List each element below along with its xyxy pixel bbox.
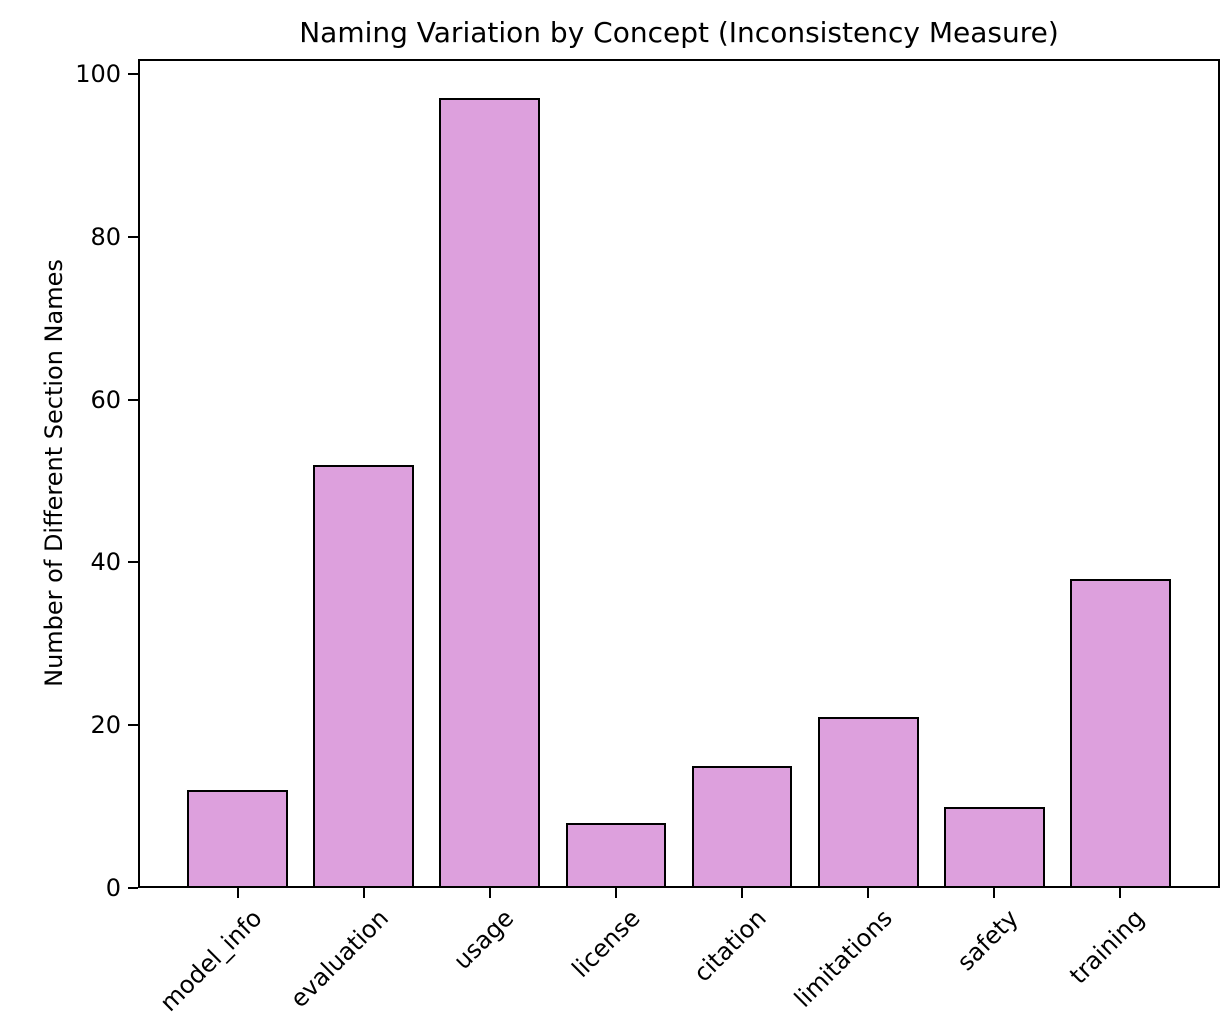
x-tick-label-evaluation: evaluation: [284, 904, 394, 1014]
bar-training: [1069, 578, 1171, 888]
x-tick-label-limitations: limitations: [789, 904, 898, 1013]
y-tick-label: 20: [90, 711, 121, 740]
x-tick-label-usage: usage: [448, 904, 520, 976]
x-tick-mark: [1119, 888, 1122, 898]
y-tick-label: 40: [90, 548, 121, 577]
chart-title: Naming Variation by Concept (Inconsisten…: [299, 16, 1059, 49]
bar-usage: [439, 98, 541, 888]
x-tick-label-license: license: [566, 904, 646, 984]
x-tick-mark: [867, 888, 870, 898]
plot-area: [138, 59, 1220, 888]
y-tick-label: 0: [105, 874, 121, 902]
x-tick-label-citation: citation: [688, 904, 772, 988]
x-tick-label-model_info: model_info: [154, 904, 268, 1017]
y-tick-label: 80: [90, 222, 121, 251]
y-tick-label: 100: [75, 60, 121, 89]
x-tick-mark: [362, 888, 365, 898]
bar-citation: [691, 765, 793, 888]
x-tick-mark: [993, 888, 996, 898]
y-tick-mark: [128, 724, 138, 727]
y-axis-label: Number of Different Section Names: [40, 259, 68, 687]
y-tick-mark: [128, 235, 138, 238]
y-tick-label: 60: [90, 385, 121, 414]
x-tick-mark: [236, 888, 239, 898]
bar-safety: [943, 806, 1045, 888]
bar-license: [565, 822, 667, 888]
x-tick-label-safety: safety: [951, 904, 1025, 977]
x-tick-mark: [488, 888, 491, 898]
y-tick-mark: [128, 398, 138, 401]
x-tick-label-training: training: [1064, 904, 1151, 990]
bar-evaluation: [313, 464, 415, 888]
y-tick-mark: [128, 561, 138, 564]
bar-model_info: [187, 790, 289, 888]
x-tick-mark: [614, 888, 617, 898]
y-tick-mark: [128, 887, 138, 889]
y-tick-mark: [128, 73, 138, 76]
x-tick-mark: [741, 888, 744, 898]
bar-limitations: [817, 717, 919, 888]
